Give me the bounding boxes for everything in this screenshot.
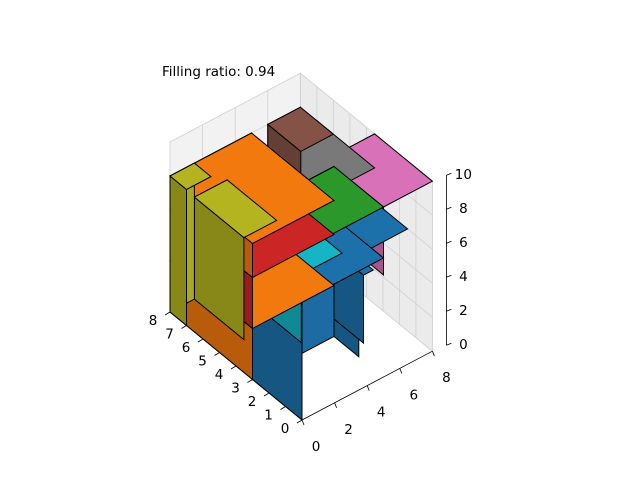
z-tick [446, 274, 452, 278]
x-tick [296, 419, 303, 424]
box-face-top [169, 162, 212, 191]
y-tick-label: 4 [377, 405, 386, 421]
box-face-y [169, 174, 187, 327]
z-tick-label: 2 [459, 303, 468, 319]
z-tick-label: 6 [459, 235, 468, 251]
x-tick [214, 352, 220, 356]
box-11 [193, 179, 278, 341]
x-tick-label: 4 [215, 367, 224, 383]
box-face-top [266, 106, 335, 152]
z-tick-label: 0 [459, 337, 468, 353]
z-tick [446, 308, 452, 312]
x-tick [197, 338, 204, 343]
data-boxes [169, 106, 434, 422]
z-tick-label: 4 [459, 269, 468, 285]
x-tick [164, 311, 171, 316]
z-tick-label: 10 [455, 167, 472, 183]
box-face-top [193, 179, 278, 239]
x-tick [280, 406, 286, 410]
y-tick [399, 368, 403, 374]
x-tick-label: 5 [198, 354, 207, 370]
y-tick [301, 419, 305, 426]
z-tick [446, 240, 452, 244]
z-tick-label: 8 [459, 201, 468, 217]
y-tick-label: 8 [442, 370, 451, 386]
y-tick [334, 402, 337, 408]
x-tick-label: 1 [264, 408, 273, 424]
y-tick-label: 2 [344, 422, 353, 438]
x-tick [181, 325, 187, 329]
y-tick [432, 351, 435, 357]
z-tick [446, 172, 452, 176]
box-12 [169, 162, 212, 327]
z-tick [446, 206, 452, 210]
x-tick-label: 6 [182, 340, 191, 356]
y-tick [366, 385, 370, 391]
x-tick [230, 365, 237, 370]
x-tick-label: 8 [149, 313, 158, 329]
x-tick-label: 7 [165, 327, 174, 343]
y-tick-label: 0 [312, 439, 321, 455]
x-tick-label: 0 [281, 421, 290, 437]
y-tick-label: 6 [410, 387, 419, 403]
x-tick-label: 2 [248, 394, 257, 410]
x-tick [247, 379, 253, 383]
chart-title: Filling ratio: 0.94 [162, 64, 275, 80]
x-tick-label: 3 [231, 381, 240, 397]
x-tick [263, 392, 270, 397]
z-tick [446, 342, 452, 346]
